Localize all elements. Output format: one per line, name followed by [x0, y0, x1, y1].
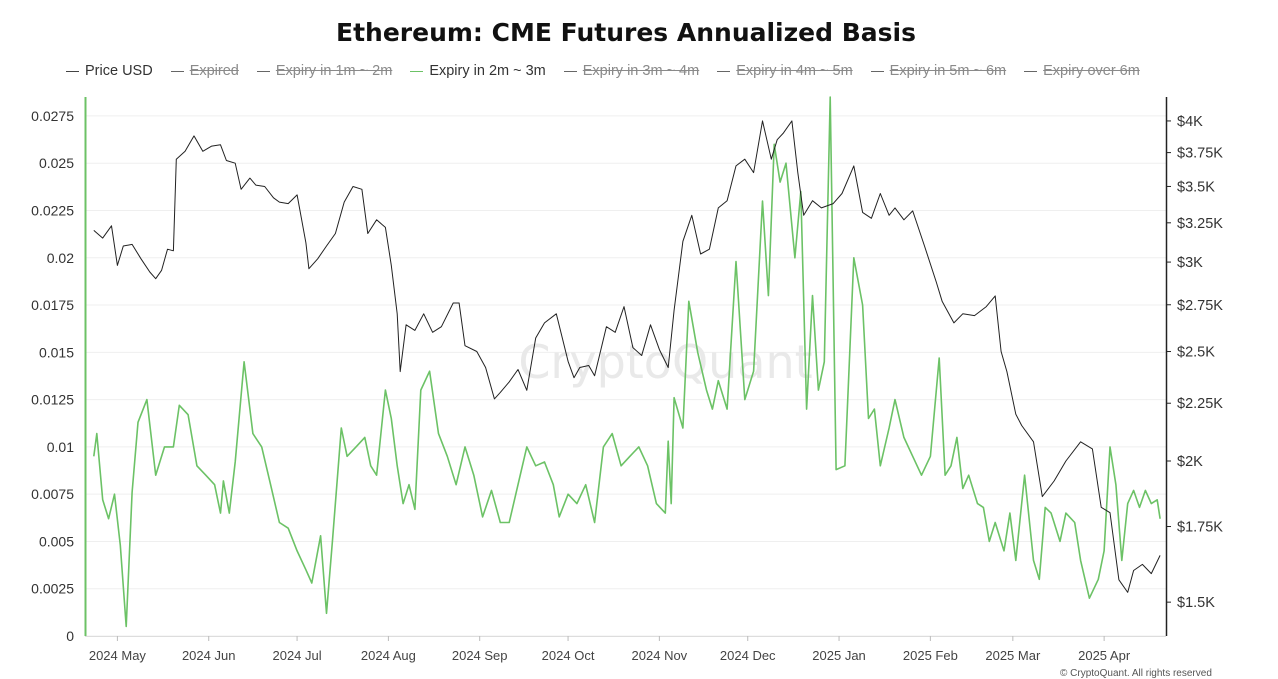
legend-item-expiry-in-3m-4m[interactable]: Expiry in 3m ~ 4m — [563, 61, 700, 81]
y-right-tick-label: $2.5K — [1177, 345, 1215, 361]
y-right-tick-label: $3.75K — [1177, 146, 1223, 162]
legend-item-expired[interactable]: Expired — [170, 61, 239, 81]
legend-label: Expiry in 3m ~ 4m — [582, 63, 700, 79]
legend-swatch — [170, 70, 184, 72]
credit-text: © CryptoQuant. All rights reserved — [1060, 668, 1212, 679]
legend-item-expiry-over-6m[interactable]: Expiry over 6m — [1024, 61, 1140, 81]
y-right-tick-label: $2.25K — [1177, 396, 1223, 412]
series-line-expiry-in-2m-3m — [93, 96, 1161, 628]
y-left-tick-label: 0.015 — [39, 344, 74, 360]
y-left-tick-label: 0.0125 — [31, 392, 74, 408]
x-axis-ticks: 2024 May 2024 Jun 2024 Jul 2024 Aug 2024 Sep… — [89, 636, 1131, 663]
legend-label: Expired — [189, 63, 239, 79]
right-axis-ticks: $1.5K $1.75K $2K $2.25K $2.5K $2.75K $3K $3.25K… — [1166, 114, 1223, 611]
legend-label: Expiry in 5m ~ 6m — [889, 63, 1007, 79]
x-tick-label: 2025 Jan — [812, 648, 866, 663]
x-tick-label: 2024 Jun — [182, 648, 236, 663]
chart-title: Ethereum: CME Futures Annualized Basis — [336, 18, 916, 47]
y-right-tick-label: $3K — [1177, 255, 1203, 271]
y-left-tick-label: 0 — [66, 628, 74, 644]
x-tick-label: 2024 Jul — [272, 648, 321, 663]
y-right-tick-label: $2.75K — [1177, 298, 1223, 314]
legend-label: Expiry over 6m — [1043, 63, 1140, 79]
legend-item-expiry-in-5m-6m[interactable]: Expiry in 5m ~ 6m — [870, 61, 1007, 81]
y-right-tick-label: $1.75K — [1177, 520, 1223, 536]
x-tick-label: 2024 Sep — [452, 648, 508, 663]
y-left-tick-label: 0.025 — [39, 155, 74, 171]
legend-item-price-usd[interactable]: Price USD — [66, 61, 153, 81]
legend-label: Price USD — [85, 63, 153, 79]
legend-label: Expiry in 1m ~ 2m — [275, 63, 393, 79]
y-right-tick-label: $3.5K — [1177, 179, 1215, 195]
y-left-tick-label: 0.005 — [39, 533, 74, 549]
series-line-price-usd — [93, 120, 1161, 593]
legend-swatch — [563, 70, 577, 72]
legend-label: Expiry in 4m ~ 5m — [736, 63, 853, 79]
y-right-tick-label: $4K — [1177, 114, 1203, 130]
y-left-tick-label: 0.0175 — [31, 297, 74, 313]
legend-swatch — [1024, 70, 1038, 72]
legend-swatch — [870, 70, 884, 72]
legend-swatch — [717, 70, 731, 72]
y-left-tick-label: 0.0025 — [31, 581, 74, 597]
y-right-tick-label: $1.5K — [1177, 595, 1215, 611]
legend-swatch — [410, 70, 424, 72]
x-tick-label: 2024 May — [89, 648, 147, 663]
x-tick-label: 2024 Nov — [632, 648, 688, 663]
y-left-tick-label: 0.0075 — [31, 486, 74, 502]
legend-label: Expiry in 2m ~ 3m — [429, 63, 546, 79]
chart-legend: Price USD Expired Expiry in 1m ~ 2m Expiry … — [66, 61, 1140, 81]
y-right-tick-label: $2K — [1177, 454, 1203, 470]
legend-item-expiry-in-1m-2m[interactable]: Expiry in 1m ~ 2m — [256, 61, 393, 81]
legend-item-expiry-in-2m-3m[interactable]: Expiry in 2m ~ 3m — [410, 61, 546, 81]
legend-swatch — [256, 70, 270, 72]
y-right-tick-label: $3.25K — [1177, 216, 1223, 232]
x-tick-label: 2024 Oct — [542, 648, 595, 663]
y-left-tick-label: 0.0275 — [31, 108, 74, 124]
grid-lines — [85, 115, 1166, 637]
x-tick-label: 2024 Dec — [720, 648, 776, 663]
x-tick-label: 2025 Apr — [1078, 648, 1131, 663]
y-left-tick-label: 0.0225 — [31, 202, 74, 218]
legend-swatch — [66, 70, 79, 72]
y-left-tick-label: 0.02 — [47, 250, 74, 266]
y-left-tick-label: 0.01 — [47, 439, 74, 455]
series-group — [93, 96, 1161, 628]
legend-item-expiry-in-4m-5m[interactable]: Expiry in 4m ~ 5m — [717, 61, 853, 81]
x-tick-label: 2025 Mar — [985, 648, 1041, 663]
left-axis-ticks: 0 0.0025 0.005 0.0075 0.01 0.0125 0.015 0.0175 0… — [31, 108, 74, 644]
x-tick-label: 2025 Feb — [903, 648, 958, 663]
x-tick-label: 2024 Aug — [361, 648, 416, 663]
